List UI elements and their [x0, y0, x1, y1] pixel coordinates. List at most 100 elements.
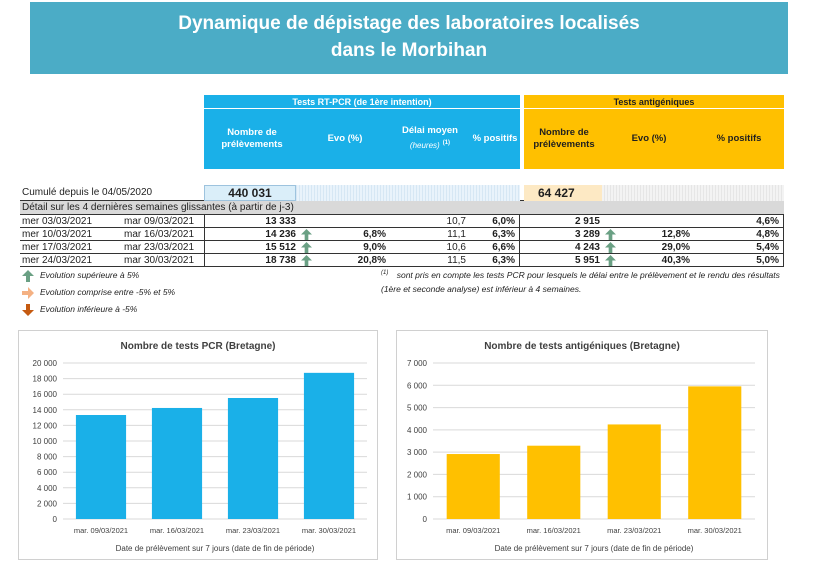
arrow-down-icon [22, 303, 34, 316]
ag-evo-value: 29,0% [661, 242, 690, 253]
ag-evo: 40,3% [604, 254, 694, 266]
pcr-delay-value: 11,5 [447, 255, 466, 266]
chart-title: Nombre de tests PCR (Bretagne) [120, 341, 275, 352]
y-tick-label: 1 000 [407, 493, 428, 502]
table-row: mer 17/03/2021 mar 23/03/2021 15 512 9,0% 10… [20, 241, 784, 254]
bar [151, 407, 203, 519]
y-tick-label: 12 000 [33, 421, 58, 430]
arrow-up-icon [301, 229, 312, 240]
pcr-count-value: 15 512 [265, 242, 296, 253]
period-end: mar 16/03/2021 [124, 229, 195, 240]
pcr-positive-value: 6,0% [492, 216, 515, 227]
pcr-count-value: 14 236 [265, 229, 296, 240]
pcr-evo-value: 20,8% [357, 255, 386, 266]
cumul-pcr-cell: 440 031 [204, 185, 520, 201]
pcr-delay-value: 10,6 [446, 242, 466, 253]
arrow-up-icon [22, 269, 34, 282]
ag-positive: 4,8% [694, 228, 784, 240]
x-tick-label: mar. 30/03/2021 [688, 526, 742, 535]
evolution-legend: Evolution supérieure à 5% Evolution comp… [22, 267, 175, 318]
pcr-delay-value: 10,7 [446, 216, 466, 227]
y-tick-label: 2 000 [407, 470, 428, 479]
y-tick-label: 16 000 [33, 390, 58, 399]
y-tick-label: 2 000 [37, 499, 58, 508]
pcr-chart-panel: Nombre de tests PCR (Bretagne) 0 2 000 4 00… [18, 330, 378, 560]
ag-count: 2 915 [524, 215, 604, 227]
legend-down-label: Evolution inférieure à -5% [40, 304, 138, 314]
legend-item-stable: Evolution comprise entre -5% et 5% [22, 284, 175, 301]
legend-item-up: Evolution supérieure à 5% [22, 267, 175, 284]
y-tick-label: 5 000 [407, 404, 428, 413]
pcr-positive: 6,3% [470, 254, 520, 266]
x-tick-label: mar. 30/03/2021 [302, 526, 356, 535]
y-tick-label: 4 000 [407, 426, 428, 435]
header-spacer [20, 95, 204, 109]
cumul-ag-value: 64 427 [524, 185, 602, 201]
ag-positive: 5,0% [694, 254, 784, 266]
arrow-up-icon [301, 255, 312, 266]
arrow-up-icon [605, 255, 616, 266]
ag-evo [604, 215, 694, 227]
y-tick-label: 0 [423, 515, 428, 524]
y-tick-label: 18 000 [33, 375, 58, 384]
bar [446, 454, 500, 519]
pcr-group-header: Tests RT-PCR (de 1ère intention) [204, 95, 520, 109]
legend-up-label: Evolution supérieure à 5% [40, 270, 140, 280]
pcr-delay: 11,1 [390, 228, 470, 240]
x-tick-label: mar. 23/03/2021 [226, 526, 280, 535]
pcr-delay-header: Délai moyen (heures) (1) [390, 109, 470, 169]
title-line-1: Dynamique de dépistage des laboratoires … [178, 13, 640, 34]
ag-count: 3 289 [524, 228, 616, 240]
row-period: mer 10/03/2021 mar 16/03/2021 [20, 228, 204, 240]
title-banner: Dynamique de dépistage des laboratoires … [30, 2, 788, 74]
ag-evo-value: 12,8% [661, 229, 690, 240]
ag-count-value: 2 915 [574, 216, 600, 227]
ag-positive-value: 4,8% [756, 229, 779, 240]
ag-positive-value: 5,0% [756, 255, 779, 266]
y-tick-label: 7 000 [407, 359, 428, 368]
row-period: mer 03/03/2021 mar 09/03/2021 [20, 215, 204, 227]
footnote-text: sont pris en compte les tests PCR pour l… [381, 269, 780, 294]
pcr-count-header: Nombre de prélèvements [204, 109, 300, 169]
pcr-positive-value: 6,3% [492, 255, 515, 266]
ag-count-value: 5 951 [574, 255, 600, 266]
period-end: mar 23/03/2021 [124, 242, 195, 253]
y-tick-label: 10 000 [33, 437, 58, 446]
ag-count: 5 951 [524, 254, 616, 266]
y-tick-label: 4 000 [37, 484, 58, 493]
stats-table: Tests RT-PCR (de 1ère intention) Tests a… [20, 95, 784, 267]
pcr-evo-value: 9,0% [363, 242, 386, 253]
pcr-positive: 6,0% [470, 215, 520, 227]
antigen-chart-panel: Nombre de tests antigéniques (Bretagne) 0… [396, 330, 768, 560]
period-start: mer 24/03/2021 [22, 255, 93, 266]
row-period: mer 17/03/2021 mar 23/03/2021 [20, 241, 204, 253]
pcr-evo: 6,8% [300, 228, 390, 240]
ag-evo-value: 40,3% [661, 255, 690, 266]
ag-count-header: Nombre de prélèvements [524, 109, 604, 169]
cumul-row: Cumulé depuis le 04/05/2020 440 031 64 4… [20, 185, 784, 201]
x-axis-label: Date de prélèvement sur 7 jours (date de… [116, 544, 315, 553]
pcr-count: 18 738 [204, 254, 312, 266]
ag-positive-header: % positifs [694, 109, 784, 169]
period-end: mar 30/03/2021 [124, 255, 195, 266]
x-tick-label: mar. 23/03/2021 [607, 526, 661, 535]
header-spacer [20, 109, 204, 169]
pcr-evo: 20,8% [300, 254, 390, 266]
pcr-positive: 6,3% [470, 228, 520, 240]
x-tick-label: mar. 09/03/2021 [74, 526, 128, 535]
pcr-chart: Nombre de tests PCR (Bretagne) 0 2 000 4 00… [33, 341, 367, 553]
pcr-delay: 10,6 [390, 241, 470, 253]
cumul-ag-cell: 64 427 [524, 185, 784, 201]
y-tick-label: 3 000 [407, 448, 428, 457]
y-tick-label: 6 000 [407, 381, 428, 390]
pcr-positive-header: % positifs [470, 109, 520, 169]
ag-positive-value: 4,6% [756, 216, 779, 227]
pcr-count: 15 512 [204, 241, 312, 253]
x-tick-label: mar. 09/03/2021 [446, 526, 500, 535]
ag-positive: 4,6% [694, 215, 784, 227]
antigen-group-header: Tests antigéniques [524, 95, 784, 109]
pcr-delay: 11,5 [390, 254, 470, 266]
pcr-count: 13 333 [204, 215, 300, 227]
bar [303, 372, 355, 519]
pcr-count-value: 13 333 [265, 216, 296, 227]
